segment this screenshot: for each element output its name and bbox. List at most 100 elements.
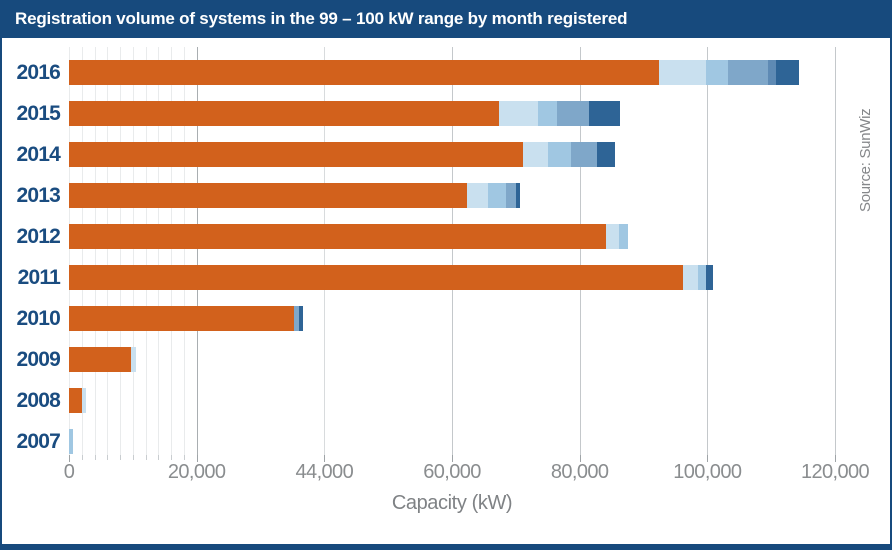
bar-segment-medium-blue bbox=[505, 183, 516, 208]
x-axis-title: Capacity (kW) bbox=[391, 492, 513, 514]
x-tick-label: 60,000 bbox=[423, 461, 481, 483]
gridline-minor bbox=[107, 47, 109, 455]
bar-row-2008 bbox=[69, 388, 835, 413]
bar-segment-light-blue bbox=[69, 429, 74, 454]
x-tick-mark-major bbox=[324, 455, 326, 462]
x-tick-mark-minor bbox=[107, 455, 109, 460]
chart-title: Registration volume of systems in the 99… bbox=[15, 9, 628, 28]
gridline-minor bbox=[94, 47, 96, 455]
x-tick-mark-major bbox=[707, 455, 709, 462]
x-tick-mark-major bbox=[196, 455, 198, 462]
bar-segment-dark-blue bbox=[706, 265, 714, 290]
gridline-major bbox=[835, 47, 836, 455]
bar-segment-orange bbox=[69, 265, 684, 290]
bar-segment-light-blue bbox=[548, 142, 572, 167]
gridline-minor bbox=[132, 47, 134, 455]
x-tick-mark-major bbox=[452, 455, 453, 462]
y-axis-label-2016: 2016 bbox=[16, 61, 60, 84]
bar-row-2012 bbox=[69, 224, 835, 249]
gridline-minor bbox=[120, 47, 122, 455]
x-tick-mark-minor bbox=[183, 455, 185, 460]
bar-segment-dark-blue bbox=[588, 101, 620, 126]
y-axis-label-2014: 2014 bbox=[16, 143, 60, 166]
gridline-major bbox=[196, 47, 198, 455]
bar-segment-pale-blue bbox=[130, 347, 136, 372]
x-tick-mark-minor bbox=[171, 455, 173, 460]
bar-segment-dark-blue bbox=[515, 183, 520, 208]
bar-segment-light-blue bbox=[487, 183, 506, 208]
x-tick-label: 100,000 bbox=[673, 461, 742, 483]
bar-segment-steel-blue bbox=[767, 60, 776, 85]
bar-segment-dark-blue bbox=[775, 60, 800, 85]
x-tick-label: 44,000 bbox=[295, 461, 354, 483]
bar-segment-light-blue bbox=[618, 224, 628, 249]
y-axis-label-2007: 2007 bbox=[16, 430, 60, 453]
x-tick-label: 0 bbox=[63, 461, 75, 483]
gridline-major bbox=[452, 47, 453, 455]
bar-segment-medium-blue bbox=[294, 306, 300, 331]
bar-segment-medium-blue bbox=[727, 60, 768, 85]
bar-row-2013 bbox=[69, 183, 835, 208]
bar-segment-pale-blue bbox=[467, 183, 488, 208]
gridline-major bbox=[579, 47, 581, 455]
x-tick-mark-major bbox=[69, 455, 70, 462]
bar-segment-orange bbox=[69, 101, 499, 126]
bar-segment-pale-blue bbox=[683, 265, 698, 290]
chart-title-bar: Registration volume of systems in the 99… bbox=[2, 0, 890, 38]
x-tick-mark-minor bbox=[81, 455, 83, 460]
gridline-minor bbox=[183, 47, 185, 455]
bar-segment-orange bbox=[69, 142, 523, 167]
x-tick-label: 120,000 bbox=[800, 461, 870, 483]
bar-segment-pale-blue bbox=[606, 224, 619, 249]
plot-area bbox=[69, 47, 836, 455]
bar-row-2010 bbox=[69, 306, 835, 331]
source-label: Source: SunWiz bbox=[857, 108, 874, 212]
gridline-major bbox=[707, 47, 709, 455]
x-tick-mark-minor bbox=[132, 455, 134, 460]
bar-segment-light-blue bbox=[706, 60, 728, 85]
gridline-minor bbox=[81, 47, 83, 455]
x-tick-mark-minor bbox=[120, 455, 122, 460]
bar-row-2016 bbox=[69, 60, 835, 85]
gridline-minor bbox=[171, 47, 173, 455]
gridline-minor bbox=[158, 47, 160, 455]
bar-row-2014 bbox=[69, 142, 835, 167]
bar-segment-light-blue bbox=[697, 265, 707, 290]
bar-segment-pale-blue bbox=[522, 142, 549, 167]
bar-row-2011 bbox=[69, 265, 835, 290]
bar-segment-orange bbox=[69, 306, 295, 331]
bar-segment-orange bbox=[69, 224, 607, 249]
bar-segment-pale-blue bbox=[658, 60, 707, 85]
y-axis-label-2011: 2011 bbox=[17, 266, 61, 289]
x-tick-label: 20,000 bbox=[167, 461, 226, 483]
y-axis-label-2009: 2009 bbox=[16, 348, 60, 371]
bar-row-2007 bbox=[69, 429, 835, 454]
x-tick-mark-minor bbox=[158, 455, 160, 460]
bar-segment-orange bbox=[69, 183, 468, 208]
x-tick-mark-major bbox=[835, 455, 836, 462]
bar-segment-pale-blue bbox=[81, 388, 87, 413]
bar-segment-orange bbox=[69, 60, 659, 85]
x-tick-mark-minor bbox=[94, 455, 96, 460]
y-axis-label-2015: 2015 bbox=[16, 102, 60, 125]
bar-segment-pale-blue bbox=[498, 101, 538, 126]
bar-segment-dark-blue bbox=[596, 142, 615, 167]
y-axis-label-2013: 2013 bbox=[16, 184, 60, 207]
bar-segment-orange bbox=[69, 388, 82, 413]
bar-row-2009 bbox=[69, 347, 835, 372]
y-axis-label-2010: 2010 bbox=[16, 307, 60, 330]
y-axis-label-2012: 2012 bbox=[16, 225, 60, 248]
bar-row-2015 bbox=[69, 101, 835, 126]
bar-segment-light-blue bbox=[537, 101, 558, 126]
x-tick-mark-minor bbox=[145, 455, 147, 460]
gridline-minor bbox=[69, 47, 70, 455]
bar-segment-medium-blue bbox=[557, 101, 589, 126]
bar-segment-orange bbox=[69, 347, 131, 372]
bar-segment-medium-blue bbox=[571, 142, 597, 167]
gridline-major bbox=[324, 47, 326, 455]
bar-segment-dark-blue bbox=[299, 306, 303, 331]
x-tick-label: 80,000 bbox=[550, 461, 609, 483]
x-tick-mark-major bbox=[579, 455, 581, 462]
y-axis-label-2008: 2008 bbox=[16, 389, 60, 412]
